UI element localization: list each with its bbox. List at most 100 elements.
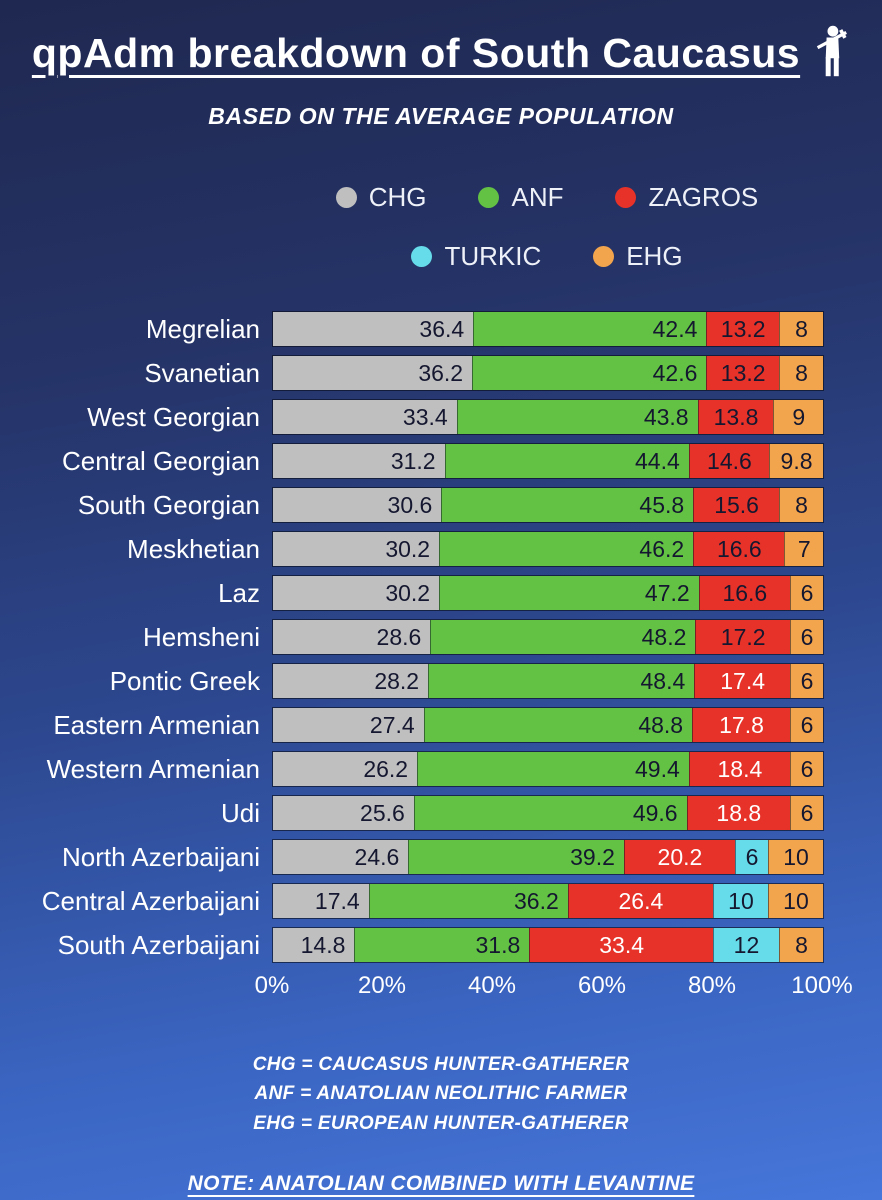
zagros-segment: 26.4	[567, 884, 713, 918]
zagros-segment: 16.6	[693, 532, 785, 566]
category-label: Pontic Greek	[109, 665, 260, 696]
turkic-segment: 10	[712, 884, 768, 918]
segment-value: 36.2	[514, 887, 559, 914]
segment-value: 6	[800, 711, 814, 738]
segment-value: 26.2	[363, 755, 409, 782]
category-label: Megrelian	[145, 313, 260, 344]
segment-value: 10	[728, 887, 754, 914]
x-axis: 0% 20% 40% 60% 80% 100%	[255, 972, 853, 1004]
stacked-bar: 30.6 45.8 15.6 8	[272, 487, 824, 523]
zagros-segment: 13.2	[706, 312, 779, 346]
anf-segment: 45.8	[441, 488, 694, 522]
bar-row: Pontic Greek 28.2 48.4 17.4 6	[0, 663, 882, 699]
segment-value: 44.4	[635, 447, 680, 474]
legend-item-ehg: EHG	[593, 241, 683, 272]
header: qpAdm breakdown of South Caucasus BASED …	[0, 0, 882, 130]
ehg-segment: 8	[778, 356, 823, 390]
bar-row: Svanetian 36.2 42.6 13.2 8	[0, 355, 882, 391]
legend-row: TURKIC EHG	[262, 241, 832, 272]
axis-tick-label: 80%	[687, 972, 737, 999]
legend-row: CHG ANF ZAGROS	[262, 182, 832, 213]
stacked-bar: 17.4 36.2 26.4 10 10	[272, 883, 824, 919]
category-label: Western Armenian	[46, 753, 260, 784]
zagros-segment: 18.4	[688, 752, 790, 786]
segment-value: 18.4	[717, 755, 763, 782]
bar-row: South Azerbaijani 14.8 31.8 33.4 12 8	[0, 927, 882, 963]
zagros-segment: 17.8	[692, 708, 790, 742]
axis-tick-label: 100%	[791, 972, 853, 999]
bar-row: Laz 30.2 47.2 16.6 6	[0, 575, 882, 611]
segment-value: 10	[783, 887, 809, 914]
segment-value: 16.6	[716, 535, 762, 562]
zagros-segment: 15.6	[693, 488, 779, 522]
segment-value: 6	[800, 579, 814, 606]
anf-segment: 48.4	[428, 664, 695, 698]
note-line: EHG = EUROPEAN HUNTER-GATHERER	[253, 1112, 629, 1134]
category-label: South Georgian	[77, 489, 260, 520]
legend-label: EHG	[626, 241, 683, 271]
segment-value: 13.8	[713, 403, 759, 430]
stacked-bar: 25.6 49.6 18.8 6	[272, 795, 824, 831]
axis-tick-label: 20%	[357, 972, 407, 999]
zagros-segment: 17.2	[695, 620, 790, 654]
axis-tick-label: 40%	[467, 972, 517, 999]
anf-segment: 42.4	[473, 312, 707, 346]
segment-value: 13.2	[720, 315, 766, 342]
category-label: Hemsheni	[142, 621, 260, 652]
anf-segment: 42.6	[472, 356, 707, 390]
zagros-segment: 13.2	[706, 356, 779, 390]
zagros-segment: 33.4	[529, 928, 713, 962]
chg-segment: 25.6	[273, 796, 414, 830]
segment-value: 16.6	[722, 579, 768, 606]
segment-value: 26.4	[618, 887, 664, 914]
bar-row: West Georgian 33.4 43.8 13.8 9	[0, 399, 882, 435]
segment-value: 6	[800, 755, 814, 782]
anf-segment: 31.8	[354, 928, 530, 962]
stacked-bar: 36.4 42.4 13.2 8	[272, 311, 824, 347]
category-label: Meskhetian	[127, 533, 260, 564]
segment-value: 31.8	[475, 931, 521, 958]
category-label: Eastern Armenian	[53, 709, 260, 740]
ehg-segment: 10	[767, 884, 823, 918]
abbreviation-notes: CHG = CAUCASUS HUNTER-GATHERER ANF = ANA…	[0, 1050, 882, 1138]
chg-segment: 24.6	[273, 840, 409, 874]
ehg-segment: 8	[778, 928, 823, 962]
segment-value: 8	[795, 359, 808, 386]
ehg-segment: 8	[778, 488, 823, 522]
legend-item-zagros: ZAGROS	[615, 182, 758, 213]
segment-value: 33.4	[599, 931, 644, 958]
axis-tick-label: 60%	[577, 972, 627, 999]
soldier-icon	[814, 24, 850, 83]
segment-value: 14.6	[707, 447, 752, 474]
segment-value: 42.4	[652, 315, 698, 342]
bar-row: Meskhetian 30.2 46.2 16.6 7	[0, 531, 882, 567]
note-line: ANF = ANATOLIAN NEOLITHIC FARMER	[254, 1083, 628, 1105]
segment-value: 9.8	[780, 447, 813, 474]
segment-value: 43.8	[643, 403, 689, 430]
ehg-segment: 6	[789, 576, 823, 610]
zagros-segment: 13.8	[697, 400, 774, 434]
segment-value: 18.8	[716, 799, 762, 826]
segment-value: 6	[800, 667, 814, 694]
chg-segment: 28.2	[273, 664, 429, 698]
legend-item-chg: CHG	[335, 182, 427, 213]
segment-value: 30.6	[387, 491, 433, 518]
anf-segment: 49.4	[417, 752, 689, 786]
bar-row: Udi 25.6 49.6 18.8 6	[0, 795, 882, 831]
segment-value: 13.2	[720, 359, 766, 386]
bar-row: Megrelian 36.4 42.4 13.2 8	[0, 311, 882, 347]
chg-segment: 30.2	[273, 576, 440, 610]
segment-value: 36.4	[419, 315, 465, 342]
anf-segment: 36.2	[368, 884, 568, 918]
ehg-segment: 6	[789, 620, 823, 654]
stacked-bar: 30.2 47.2 16.6 6	[272, 575, 824, 611]
anf-segment: 39.2	[408, 840, 624, 874]
chg-segment: 31.2	[273, 444, 445, 478]
stacked-bar: 33.4 43.8 13.8 9	[272, 399, 824, 435]
segment-value: 45.8	[639, 491, 685, 518]
anf-segment: 46.2	[439, 532, 694, 566]
legend-label: CHG	[368, 182, 427, 212]
stacked-bar-chart: Megrelian 36.4 42.4 13.2 8 Svanetian 36.2 42.6 1…	[0, 311, 882, 963]
bar-row: Eastern Armenian 27.4 48.8 17.8 6	[0, 707, 882, 743]
segment-value: 27.4	[369, 711, 415, 738]
